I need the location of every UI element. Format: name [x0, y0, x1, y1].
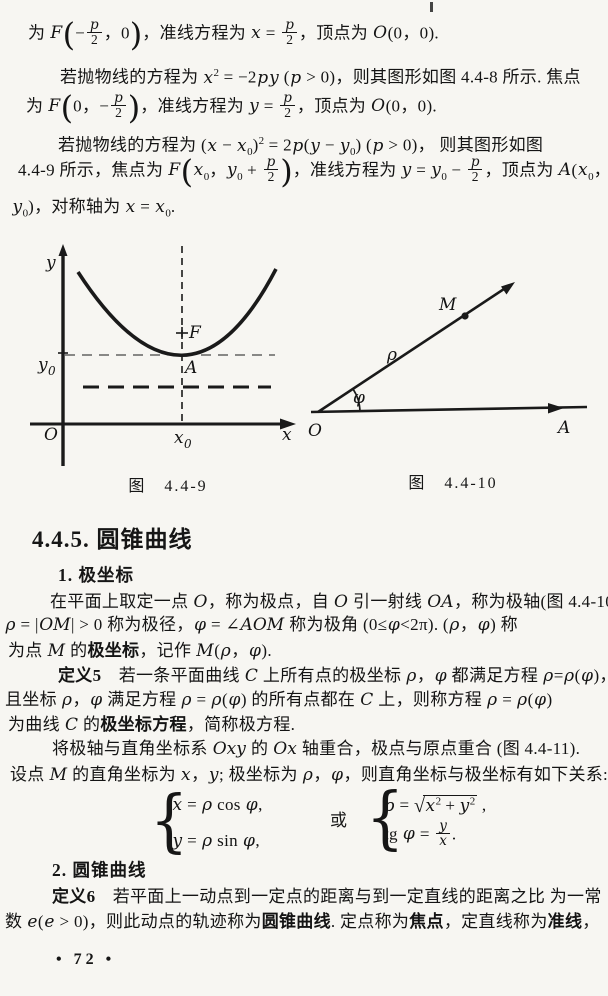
y-axis-arrow-icon: [58, 244, 68, 256]
text-line-1: 为 F(− p 2 ，0)，准线方程为 x = p 2 ，顶点为 O(0，0).: [28, 15, 439, 54]
text-line-6: y0)，对称轴为 x = x0.: [12, 197, 176, 220]
polar-axis-arrow-icon: [548, 403, 564, 414]
left-system-brace: {: [150, 781, 189, 862]
text-line-13: 将极轴与直角坐标系 Oxy 的 Ox 轴重合，极点与原点重合 (图 4.4-11…: [52, 739, 581, 759]
text-line-15: x = ρ cos φ,: [172, 795, 263, 815]
text-line-8: ρ = |OM| > 0 称为极径，φ = ∠AOM 称为极角 (0≤φ<2π)…: [5, 615, 518, 635]
focus-label: F: [188, 323, 202, 343]
angle-arc: [352, 388, 361, 413]
y-axis-label: y: [45, 253, 56, 273]
parabola-curve: [76, 268, 278, 357]
pole-label: O: [308, 421, 322, 441]
y0-label: y: [37, 355, 48, 375]
text-line-14: 设点 M 的直角坐标为 x，y; 极坐标为 ρ，φ，则直角坐标与极坐标有如下关系…: [10, 765, 608, 785]
or-connector: 或: [330, 811, 347, 830]
scan-artifact: [430, 2, 433, 12]
ray-om-arrow-icon: [501, 282, 515, 295]
text-line-2: 若抛物线的方程为 x2 = −2py (p > 0)，则其图形如图 4.4-8 …: [60, 67, 581, 88]
rho-label: ρ: [386, 345, 397, 365]
point-m-dot: [461, 312, 469, 320]
subsection-conic-curves: 2. 圆锥曲线: [52, 860, 147, 880]
phi-label: φ: [353, 388, 365, 408]
text-line-7: 在平面上取定一点 O，称为极点，自 O 引一射线 OA，称为极轴(图 4.4-1…: [50, 592, 608, 612]
text-line-16: y = ρ sin φ,: [172, 831, 260, 851]
section-heading: 4.4.5. 圆锥曲线: [32, 527, 193, 552]
text-line-3: 为 F(0，− p 2)，准线方程为 y = p 2 ，顶点为 O(0，0).: [26, 88, 437, 127]
y0-label-sub: 0: [48, 364, 56, 378]
ray-om-line: [317, 283, 511, 414]
x-axis-arrow-icon: [280, 418, 296, 430]
text-line-17: ρ = √x2 + y2 ,: [384, 794, 487, 817]
text-line-19: 定义6 若平面上一动点到一定点的距离与到一定直线的距离之比 为一常: [52, 887, 602, 906]
text-line-20: 数 e(e > 0)，则此动点的轨迹称为圆锥曲线. 定点称为焦点，定直线称为准线…: [5, 912, 600, 932]
page-number: • 72 •: [56, 951, 116, 968]
polar-axis-line: [310, 405, 588, 414]
figure-polar-4-4-10: M ρ φ O A: [308, 282, 588, 441]
figure-caption-4-4-9: 图 4.4-9: [128, 478, 208, 495]
figure-parabola-4-4-9: y y 0 O x 0 x F A: [30, 244, 296, 466]
right-system-brace: {: [366, 778, 405, 859]
figure-caption-4-4-10: 图 4.4-10: [408, 475, 498, 492]
x0-label-sub: 0: [184, 437, 192, 451]
x-axis-label: x: [282, 425, 292, 445]
text-line-12: 为曲线 C 的极坐标方程，简称极方程.: [8, 715, 296, 735]
axis-end-label: A: [556, 418, 570, 438]
text-line-5: 4.4-9 所示，焦点为 F(x0，y0 + p 2)，准线方程为 y = y0 …: [18, 152, 608, 191]
text-line-9: 为点 M 的极坐标，记作 M(ρ，φ).: [8, 641, 272, 661]
x0-label: x: [174, 428, 184, 448]
text-line-11: 且坐标 ρ，φ 满足方程 ρ = ρ(φ) 的所有点都在 C 上，则称方程 ρ …: [5, 690, 553, 710]
text-line-10: 定义5 若一条平面曲线 C 上所有点的极坐标 ρ，φ 都满足方程 ρ=ρ(φ)，: [58, 666, 608, 686]
vertex-label: A: [183, 358, 197, 378]
point-m-label: M: [438, 295, 457, 315]
origin-label: O: [44, 425, 58, 445]
text-line-4: 若抛物线的方程为 (x − x0)2 = 2p(y − y0) (p > 0)，…: [58, 135, 544, 159]
subsection-polar-coordinates: 1. 极坐标: [58, 565, 134, 585]
